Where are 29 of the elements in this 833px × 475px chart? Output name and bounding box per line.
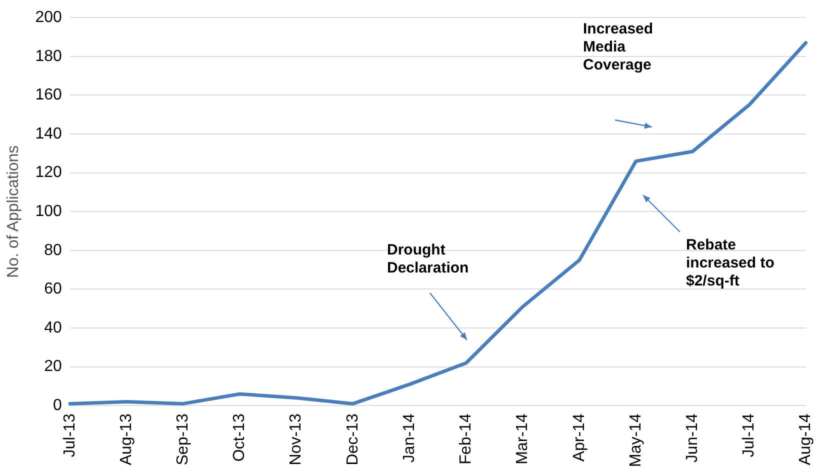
x-tick-label: Dec-13 xyxy=(344,414,362,466)
y-tick-label: 60 xyxy=(44,280,62,298)
x-tick-label: Aug-13 xyxy=(118,414,135,466)
annotation: Increased Media Coverage xyxy=(583,20,654,74)
y-tick-label: 80 xyxy=(44,242,62,259)
y-tick-label: 140 xyxy=(35,125,62,142)
x-tick-label: May-14 xyxy=(627,414,644,468)
annotation: Drought Declaration xyxy=(387,242,469,277)
x-tick-label: Aug-14 xyxy=(797,414,814,466)
x-tick-label: Mar-14 xyxy=(514,414,532,464)
y-tick-label: 200 xyxy=(35,9,62,26)
y-tick-label: 20 xyxy=(44,358,62,376)
y-tick-label: 40 xyxy=(44,319,62,336)
y-tick-label: 180 xyxy=(35,48,62,65)
x-tick-label: Apr-14 xyxy=(570,414,588,462)
y-tick-label: 0 xyxy=(52,397,62,414)
x-tick-label: Nov-13 xyxy=(288,414,305,466)
x-tick-label: Jun-14 xyxy=(684,414,701,463)
y-axis-title: No. of Applications xyxy=(5,145,22,278)
y-tick-label: 120 xyxy=(35,164,62,182)
annotation: Rebate increased to $2/sq-ft xyxy=(686,236,774,290)
y-tick-label: 100 xyxy=(35,203,62,220)
x-tick-label: Jan-14 xyxy=(400,414,418,463)
x-tick-label: Jul-13 xyxy=(61,414,78,458)
x-tick-label: Jul-14 xyxy=(740,414,758,458)
y-tick-label: 160 xyxy=(35,86,62,104)
x-tick-label: Oct-13 xyxy=(231,414,248,462)
x-tick-label: Feb-14 xyxy=(458,414,475,464)
x-tick-label: Sep-13 xyxy=(174,414,192,466)
